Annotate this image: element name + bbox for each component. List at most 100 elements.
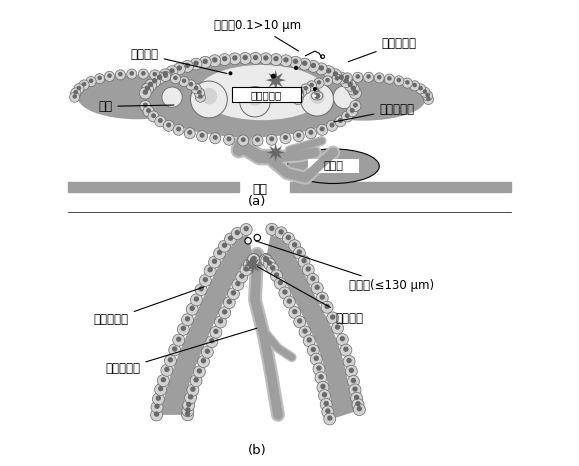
FancyBboxPatch shape xyxy=(232,88,301,102)
Circle shape xyxy=(318,65,324,71)
Text: (a): (a) xyxy=(248,195,266,208)
Circle shape xyxy=(188,394,193,399)
Circle shape xyxy=(299,326,311,338)
Circle shape xyxy=(189,82,193,87)
Circle shape xyxy=(148,82,153,87)
Circle shape xyxy=(314,285,320,290)
Circle shape xyxy=(185,63,190,68)
Circle shape xyxy=(152,78,157,83)
Circle shape xyxy=(197,356,210,368)
Polygon shape xyxy=(266,70,286,90)
Circle shape xyxy=(294,316,306,328)
Circle shape xyxy=(76,86,81,90)
Circle shape xyxy=(303,86,308,90)
Circle shape xyxy=(344,79,356,91)
Circle shape xyxy=(324,401,329,406)
Circle shape xyxy=(313,87,317,91)
Circle shape xyxy=(340,75,352,88)
Circle shape xyxy=(356,74,360,79)
Circle shape xyxy=(94,74,105,84)
Circle shape xyxy=(423,95,434,104)
Circle shape xyxy=(322,392,327,397)
Circle shape xyxy=(280,55,292,67)
Circle shape xyxy=(307,61,320,72)
Circle shape xyxy=(320,295,325,300)
Circle shape xyxy=(290,56,302,68)
Polygon shape xyxy=(306,78,323,95)
Circle shape xyxy=(282,289,288,295)
Circle shape xyxy=(203,59,208,64)
Circle shape xyxy=(263,55,269,61)
Circle shape xyxy=(157,375,169,387)
Circle shape xyxy=(186,402,192,407)
Circle shape xyxy=(212,135,218,140)
Circle shape xyxy=(321,302,333,313)
Text: 树突细胞: 树突细胞 xyxy=(131,48,227,74)
Circle shape xyxy=(293,95,303,104)
Circle shape xyxy=(104,71,115,82)
Circle shape xyxy=(310,89,325,104)
Circle shape xyxy=(330,315,335,320)
Circle shape xyxy=(186,303,198,315)
Circle shape xyxy=(191,84,201,94)
Text: 血液: 血液 xyxy=(252,183,267,196)
Circle shape xyxy=(182,405,194,417)
Circle shape xyxy=(212,259,217,264)
Circle shape xyxy=(278,229,284,234)
Circle shape xyxy=(240,264,252,276)
Circle shape xyxy=(209,338,214,343)
Circle shape xyxy=(235,281,241,286)
Circle shape xyxy=(347,83,360,95)
Circle shape xyxy=(206,336,218,348)
Circle shape xyxy=(199,274,211,287)
Circle shape xyxy=(351,86,356,91)
Circle shape xyxy=(204,265,216,277)
Circle shape xyxy=(173,334,185,346)
Circle shape xyxy=(357,406,362,411)
Circle shape xyxy=(343,356,355,367)
Circle shape xyxy=(260,254,272,266)
Circle shape xyxy=(259,254,272,266)
Circle shape xyxy=(228,288,239,300)
Circle shape xyxy=(307,81,317,91)
Circle shape xyxy=(323,66,335,78)
Circle shape xyxy=(255,137,260,142)
Circle shape xyxy=(166,66,178,78)
Circle shape xyxy=(236,271,248,283)
Circle shape xyxy=(232,55,237,61)
Circle shape xyxy=(317,80,321,85)
Circle shape xyxy=(89,78,93,83)
Circle shape xyxy=(332,322,343,334)
Bar xyxy=(68,182,239,192)
Circle shape xyxy=(353,72,363,82)
Circle shape xyxy=(306,266,311,272)
Circle shape xyxy=(199,56,211,68)
Circle shape xyxy=(349,368,354,373)
Circle shape xyxy=(293,130,304,142)
Circle shape xyxy=(190,81,228,118)
Circle shape xyxy=(173,124,184,135)
Circle shape xyxy=(288,96,291,98)
Circle shape xyxy=(86,76,96,87)
Circle shape xyxy=(229,53,241,65)
Circle shape xyxy=(164,355,177,367)
Circle shape xyxy=(342,111,353,122)
Circle shape xyxy=(267,260,272,266)
Circle shape xyxy=(322,406,334,418)
Circle shape xyxy=(238,135,249,146)
Circle shape xyxy=(310,276,316,281)
Circle shape xyxy=(141,83,153,95)
Circle shape xyxy=(198,94,203,99)
Circle shape xyxy=(274,272,279,278)
Circle shape xyxy=(155,384,167,396)
Circle shape xyxy=(298,255,310,267)
Circle shape xyxy=(351,392,362,404)
Circle shape xyxy=(296,249,302,255)
Circle shape xyxy=(316,365,322,371)
Circle shape xyxy=(169,68,175,74)
Circle shape xyxy=(218,318,223,324)
Circle shape xyxy=(310,347,316,352)
Circle shape xyxy=(157,75,162,80)
Circle shape xyxy=(185,392,197,404)
Ellipse shape xyxy=(312,92,323,100)
